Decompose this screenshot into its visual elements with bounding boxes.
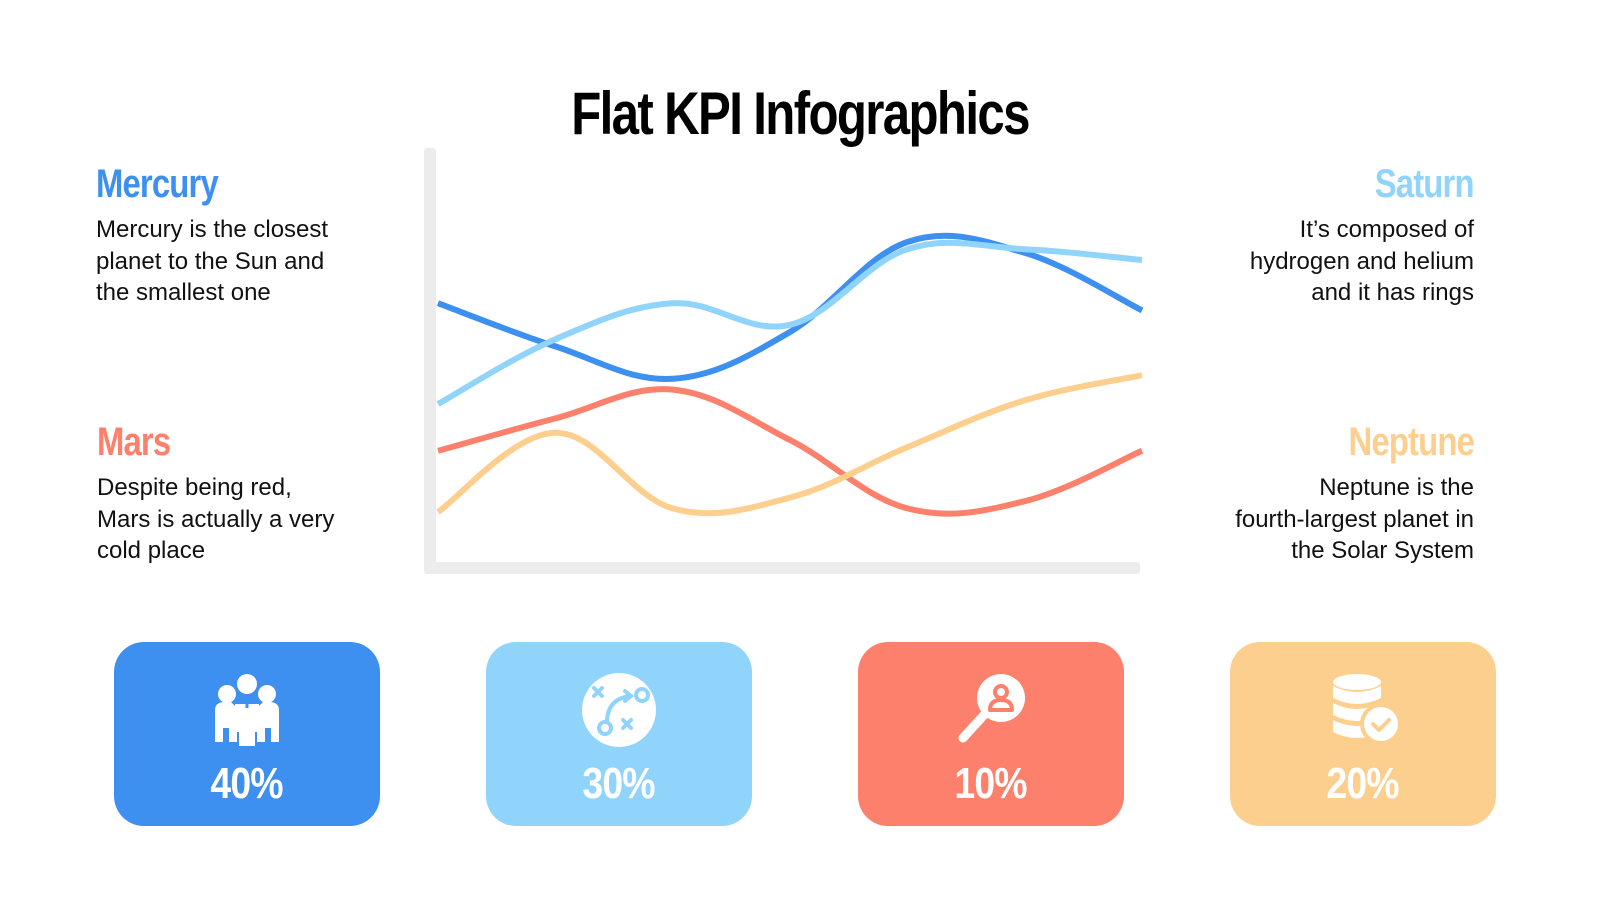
strategy-icon <box>582 673 656 747</box>
series-line-neptune <box>436 372 1143 517</box>
neptune-heading: Neptune <box>1348 420 1475 464</box>
mercury-description: Mercury is the closest planet to the Sun… <box>96 214 396 309</box>
saturn-description: It’s composed of hydrogen and helium and… <box>1174 214 1474 309</box>
neptune-line-3: the Solar System <box>1291 537 1474 564</box>
saturn-block: Saturn It’s composed of hydrogen and hel… <box>1174 160 1475 309</box>
mars-line-1: Despite being red, <box>97 474 292 501</box>
kpi-card-2: 30% <box>486 642 752 826</box>
kpi-card-1: 40% <box>114 642 380 826</box>
kpi-card-4: 20% <box>1230 642 1496 826</box>
page-title: Flat KPI Infographics <box>571 80 1030 147</box>
neptune-description: Neptune is the fourth-largest planet in … <box>1174 472 1474 567</box>
mars-line-3: cold place <box>97 537 206 564</box>
kpi-value-4: 20% <box>1326 759 1400 808</box>
saturn-line-2: hydrogen and helium <box>1249 247 1474 275</box>
team-icon <box>215 674 279 746</box>
mars-line-2: Mars is actually a very <box>97 505 335 533</box>
neptune-block: Neptune Neptune is the fourth-largest pl… <box>1174 418 1475 567</box>
series-line-mars <box>437 386 1144 517</box>
line-chart <box>424 148 1148 578</box>
database-check-icon <box>1333 674 1402 745</box>
line-chart-canvas <box>424 148 1144 574</box>
saturn-line-1: It’s composed of <box>1299 216 1474 243</box>
mercury-line-3: the smallest one <box>96 279 271 306</box>
mercury-heading: Mercury <box>96 162 219 206</box>
neptune-line-2: fourth-largest planet in <box>1235 505 1474 533</box>
mars-description: Despite being red, Mars is actually a ve… <box>97 472 397 567</box>
kpi-value-2: 30% <box>582 759 656 808</box>
x-axis <box>424 562 1140 574</box>
kpi-value-3: 10% <box>954 759 1028 808</box>
series-line-mercury <box>436 232 1144 382</box>
kpi-value-1: 40% <box>210 759 284 808</box>
mars-heading: Mars <box>97 420 171 464</box>
saturn-heading: Saturn <box>1375 162 1475 206</box>
mercury-line-1: Mercury is the closest <box>96 216 329 243</box>
saturn-line-3: and it has rings <box>1311 279 1474 306</box>
mars-block: Mars Despite being red, Mars is actually… <box>97 418 397 567</box>
mercury-block: Mercury Mercury is the closest planet to… <box>96 160 396 309</box>
y-axis <box>424 148 436 574</box>
neptune-line-1: Neptune is the <box>1319 474 1474 501</box>
mercury-line-2: planet to the Sun and <box>96 247 325 275</box>
search-user-icon <box>958 674 1025 743</box>
series-line-saturn <box>436 239 1143 407</box>
kpi-card-3: 10% <box>858 642 1124 826</box>
